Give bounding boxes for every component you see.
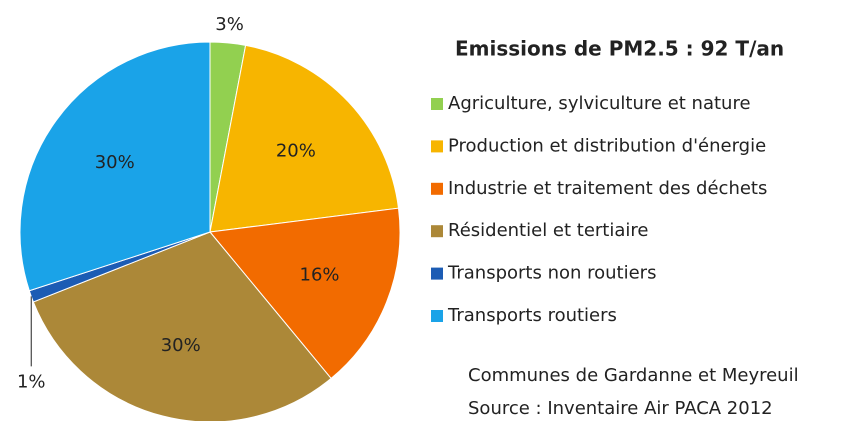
pie-slice: [209, 44, 400, 233]
data-label: 3%: [215, 14, 244, 35]
legend-swatch: [431, 140, 443, 153]
chart-title: Emissions de PM2.5 : 92 T/an: [455, 37, 784, 61]
data-label: 16%: [300, 264, 340, 285]
data-label: 1%: [17, 371, 46, 392]
legend-label: Transports routiers: [447, 305, 617, 326]
note: Communes de Gardanne et Meyreuil: [468, 365, 799, 386]
legend-label: Industrie et traitement des déchets: [448, 178, 767, 199]
data-label: 30%: [95, 152, 135, 173]
legend-swatch: [431, 310, 443, 322]
legend-label: Production et distribution d'énergie: [448, 135, 766, 156]
note: Source : Inventaire Air PACA 2012: [468, 398, 773, 419]
legend-label: Agriculture, sylviculture et nature: [448, 93, 751, 114]
legend-label: Résidentiel et tertiaire: [448, 220, 648, 241]
legend-swatch: [431, 225, 443, 238]
data-label: 20%: [276, 140, 316, 161]
pie-slice: [19, 41, 211, 292]
pie-slice: [209, 207, 401, 380]
legend-swatch: [431, 267, 443, 280]
pie-slice: [32, 231, 332, 421]
legend-label: Transports non routiers: [447, 263, 656, 284]
legend-swatch: [431, 98, 443, 110]
data-label: 30%: [161, 335, 201, 356]
legend-swatch: [431, 182, 443, 195]
